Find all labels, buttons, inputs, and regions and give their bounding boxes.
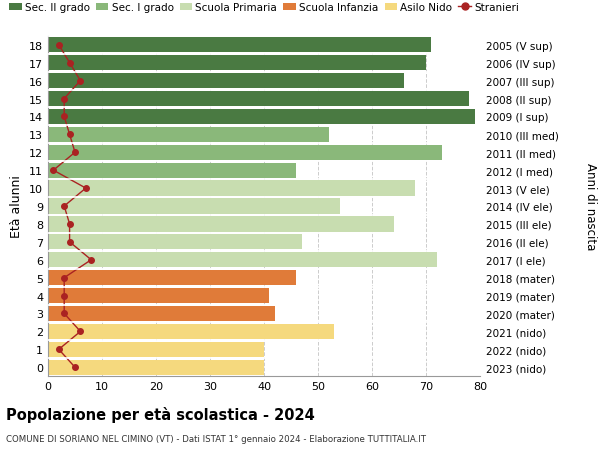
Bar [48,217,394,232]
Bar [48,199,340,214]
Bar [48,306,275,321]
Bar [48,56,426,71]
Bar [48,110,475,125]
Bar [48,181,415,196]
Text: Popolazione per età scolastica - 2024: Popolazione per età scolastica - 2024 [6,406,315,422]
Bar [48,128,329,143]
Y-axis label: Età alunni: Età alunni [10,175,23,238]
Bar [48,360,264,375]
Bar [48,270,296,285]
Bar [48,163,296,179]
Bar [48,342,264,357]
Bar [48,38,431,53]
Bar [48,235,302,250]
Text: Anni di nascita: Anni di nascita [584,163,597,250]
Legend: Sec. II grado, Sec. I grado, Scuola Primaria, Scuola Infanzia, Asilo Nido, Stran: Sec. II grado, Sec. I grado, Scuola Prim… [9,3,519,13]
Bar [48,74,404,89]
Bar [48,92,469,107]
Bar [48,324,334,339]
Bar [48,146,442,161]
Text: COMUNE DI SORIANO NEL CIMINO (VT) - Dati ISTAT 1° gennaio 2024 - Elaborazione TU: COMUNE DI SORIANO NEL CIMINO (VT) - Dati… [6,434,426,443]
Bar [48,288,269,303]
Bar [48,252,437,268]
